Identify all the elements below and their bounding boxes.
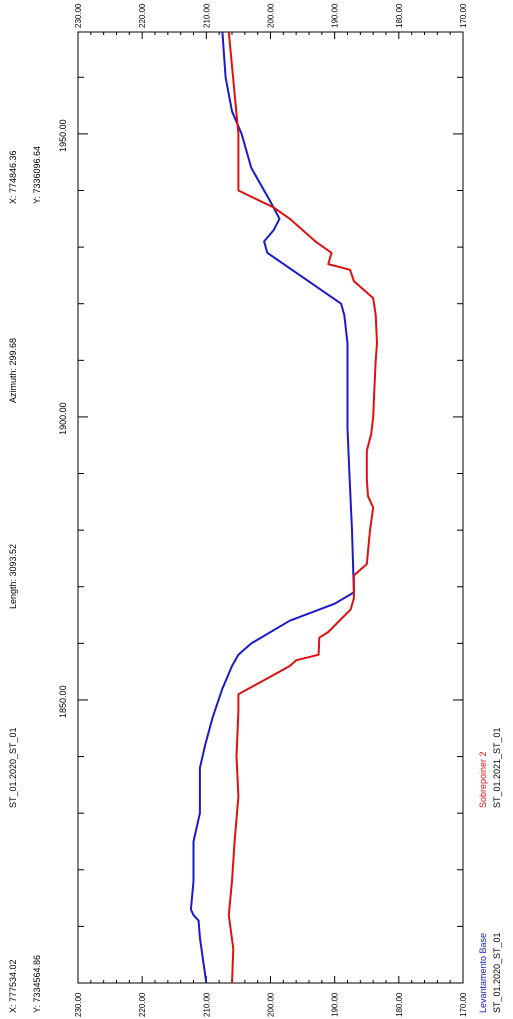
legend-overlay-file: ST_01.2021_ST_01 [492, 727, 502, 808]
elevation-tick-label-top: 200.00 [267, 3, 276, 28]
elevation-tick-label-top: 230.00 [74, 3, 83, 28]
series-line-overlay [227, 31, 378, 984]
elevation-tick-label-bottom: 210.00 [202, 992, 211, 1017]
elevation-tick-label-top: 220.00 [138, 3, 147, 28]
elevation-tick-label-bottom: 170.00 [459, 992, 468, 1017]
elevation-tick-label-bottom: 200.00 [267, 992, 276, 1017]
header-end-y: Y: 7336096.64 [32, 146, 42, 204]
header-start-y: Y: 7334564.86 [32, 955, 42, 1013]
elevation-tick-label-bottom: 180.00 [395, 992, 404, 1017]
elevation-tick-label-bottom: 230.00 [74, 992, 83, 1017]
header-azimuth: Azimuth: 299.68 [8, 338, 18, 403]
elevation-tick-label-top: 190.00 [331, 3, 340, 28]
legend-base-file: ST_01.2020_ST_01 [492, 932, 502, 1013]
elevation-tick-label-top: 210.00 [202, 3, 211, 28]
legend-overlay-name: Sobrepoiner 2 [478, 751, 488, 808]
distance-tick-label: 1850.00 [58, 685, 68, 718]
series-layer [189, 31, 378, 984]
header-length: Length: 3093.52 [8, 544, 18, 609]
header-start-x: X: 777534.02 [8, 959, 18, 1013]
elevation-tick-label-bottom: 190.00 [331, 992, 340, 1017]
legend-base-name: Levantamento Base [478, 933, 488, 1013]
distance-tick-label: 1900.00 [58, 402, 68, 435]
elevation-tick-label-top: 170.00 [459, 3, 468, 28]
distance-tick-label: 1950.00 [58, 119, 68, 152]
elevation-tick-label-top: 180.00 [395, 3, 404, 28]
distance-axis-ticks: 1850.00 1900.00 1950.00 [58, 76, 463, 927]
elevation-tick-label-bottom: 220.00 [138, 992, 147, 1017]
header-section-name: ST_01.2020_ST_01 [8, 727, 18, 808]
header-end-x: X: 774846.36 [8, 150, 18, 204]
